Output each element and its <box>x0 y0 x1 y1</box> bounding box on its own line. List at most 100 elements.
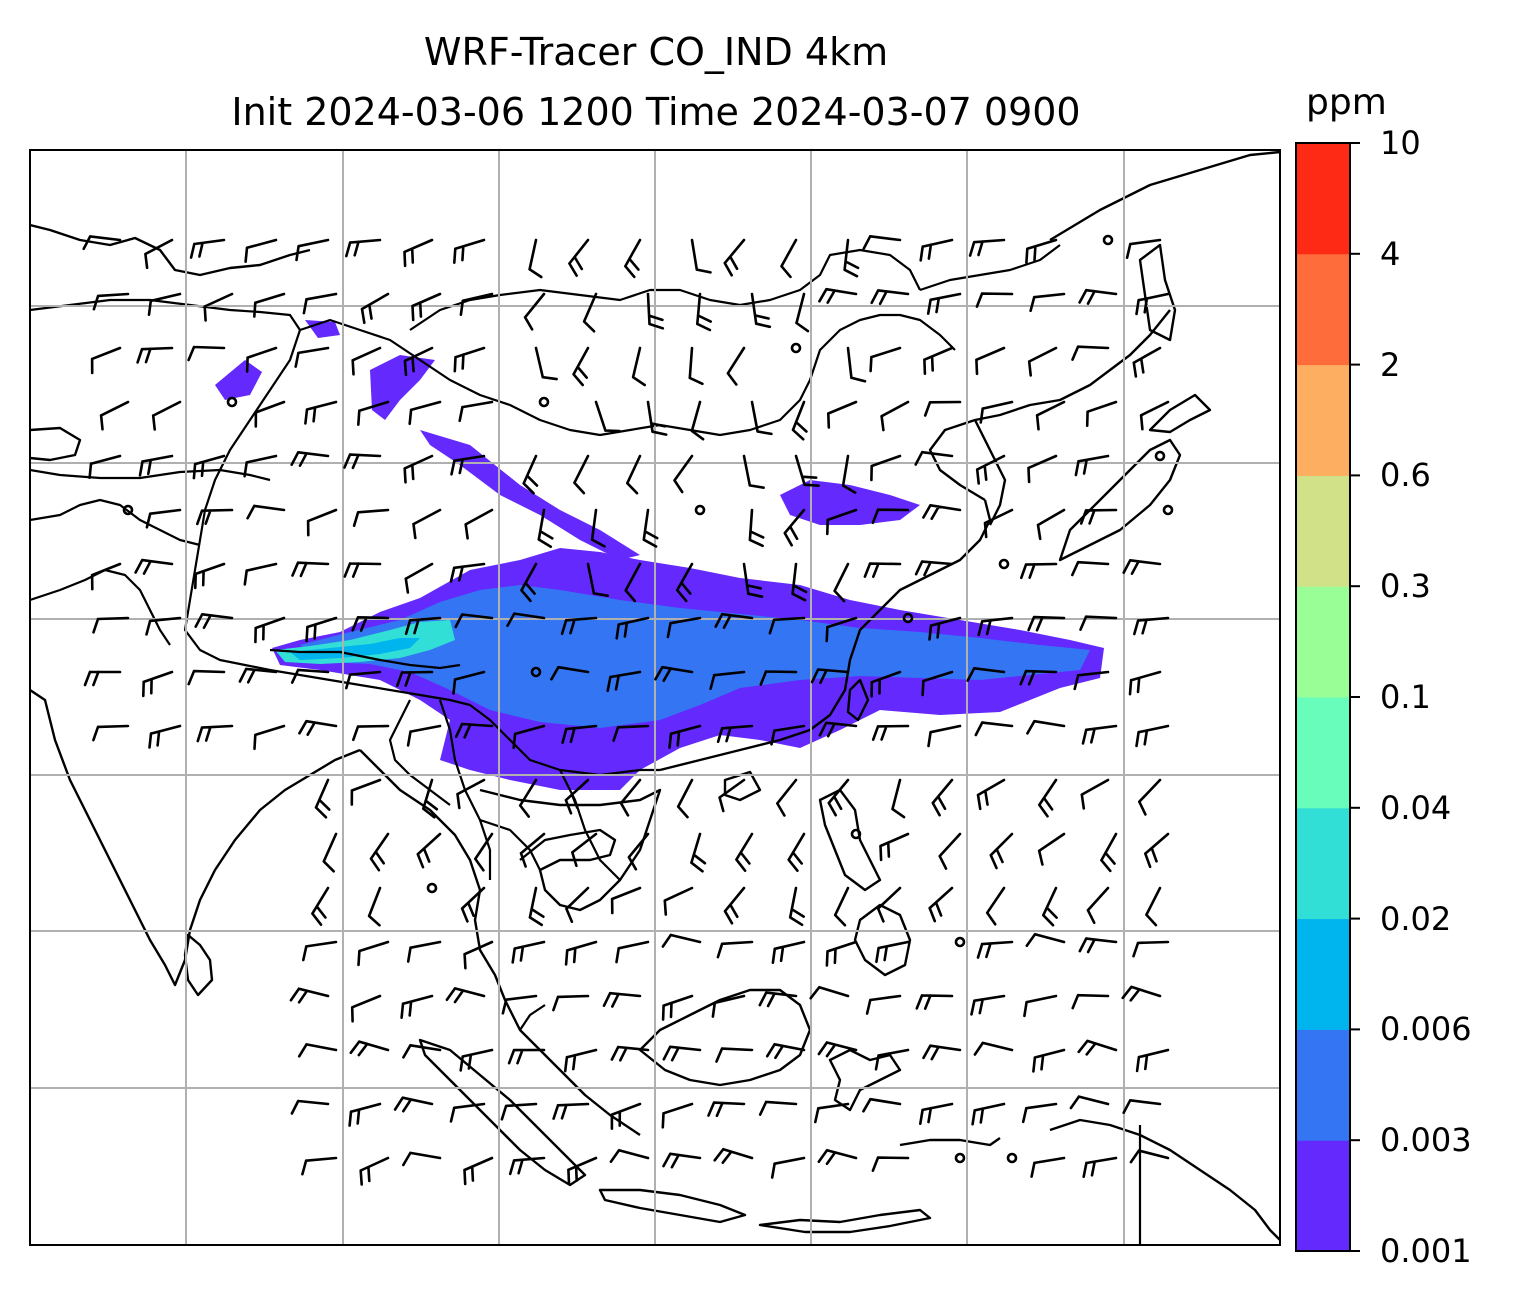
wind-barb <box>302 292 338 315</box>
wind-barb <box>511 940 546 964</box>
wind-barb <box>145 616 182 636</box>
wind-barb <box>914 450 954 466</box>
wind-barb <box>975 346 1006 376</box>
colorbar-segment <box>1296 918 1350 1030</box>
colorbar-tick-label: 0.003 <box>1380 1121 1472 1160</box>
wind-barb <box>571 832 598 868</box>
wind-barb <box>646 292 665 330</box>
wind-barb <box>1144 832 1170 869</box>
wind-barb <box>518 778 538 818</box>
wind-barb <box>360 292 390 325</box>
border-central-asia <box>30 498 201 547</box>
wind-barb <box>1079 508 1118 525</box>
wind-barb <box>1023 994 1058 1018</box>
wind-barb <box>765 1043 806 1060</box>
wind-barb <box>627 832 650 871</box>
wind-barb <box>976 778 1006 811</box>
wind-barb <box>298 719 338 736</box>
wind-barb <box>983 508 1014 539</box>
wind-barb <box>512 724 546 750</box>
wind-barb <box>862 235 902 250</box>
wind-barb <box>92 292 130 311</box>
wind-barb <box>304 400 338 425</box>
wind-barb <box>825 940 858 967</box>
wind-barb <box>343 453 382 470</box>
wind-barb <box>1037 832 1066 866</box>
wind-barb <box>244 238 278 263</box>
wind-barb <box>1020 562 1058 580</box>
wind-barb <box>148 724 182 749</box>
colorbar-segment <box>1296 253 1350 366</box>
wind-barb <box>666 616 702 639</box>
wind-barb <box>1025 933 1066 947</box>
wind-barb <box>563 1048 598 1073</box>
coast-kamchatka <box>1049 150 1280 242</box>
wind-barb <box>1029 292 1066 313</box>
wind-barb <box>612 724 650 742</box>
wind-barb <box>791 400 808 441</box>
wind-barb <box>690 238 712 274</box>
wind-barb <box>408 400 442 426</box>
calm-wind-circle <box>998 558 1010 570</box>
wind-barb <box>817 1041 858 1058</box>
coast-java <box>598 1188 747 1224</box>
wind-barb <box>931 778 954 817</box>
wind-barb <box>348 1102 382 1127</box>
calm-wind-circle <box>954 1152 966 1164</box>
wind-barb <box>1032 1048 1066 1073</box>
wind-barb <box>870 289 910 306</box>
wind-barb <box>305 616 338 643</box>
coast-caspian <box>30 426 82 462</box>
wind-barb <box>718 778 746 813</box>
wind-barb <box>590 508 606 548</box>
wind-barb <box>449 1102 486 1123</box>
wind-barb <box>833 562 850 603</box>
wind-barb <box>979 400 1014 424</box>
wind-barb <box>696 292 712 332</box>
colorbar <box>1295 142 1360 1252</box>
wind-barb <box>919 1102 954 1125</box>
wind-barb <box>147 292 182 316</box>
wind-barb <box>675 562 694 603</box>
wind-barb <box>862 1097 902 1113</box>
wind-barb <box>795 292 810 333</box>
wind-barb <box>564 778 590 815</box>
wind-barb <box>676 778 694 819</box>
wind-barb <box>770 1156 806 1179</box>
wind-barb <box>345 238 382 258</box>
wind-barb <box>453 346 486 373</box>
wind-barb <box>254 400 286 428</box>
colorbar-tick-label: 4 <box>1380 234 1401 273</box>
wind-barb <box>565 886 590 923</box>
wind-barb <box>463 940 494 970</box>
wind-barb <box>919 238 954 262</box>
wind-barb <box>631 346 646 387</box>
wind-barb <box>564 940 598 966</box>
wind-barb <box>1073 670 1110 691</box>
wind-barb <box>1027 454 1058 484</box>
calm-wind-circle <box>426 882 438 894</box>
colorbar-segment <box>1296 586 1350 698</box>
wind-barb <box>351 346 382 376</box>
wind-barb <box>1077 1039 1118 1056</box>
wind-barb <box>1026 719 1066 735</box>
wind-barb <box>1122 1099 1162 1114</box>
wind-barb <box>973 1041 1014 1056</box>
wind-barb <box>187 345 226 362</box>
plume-level-1-nw2 <box>215 360 262 400</box>
wind-barb <box>876 886 902 923</box>
wind-barb <box>626 454 642 495</box>
wind-barb <box>393 1096 434 1113</box>
wind-barb <box>550 665 590 681</box>
wind-barb <box>833 886 850 927</box>
wind-barb <box>715 1047 754 1063</box>
wind-barb <box>735 832 754 872</box>
map-title-line2: Init 2024-03-06 1200 Time 2024-03-07 090… <box>231 90 1081 134</box>
border-malay <box>519 1004 546 1031</box>
wind-barb <box>865 994 902 1015</box>
wind-barb <box>352 724 390 742</box>
colorbar-tick-label: 0.006 <box>1380 1010 1472 1049</box>
coast-china-east <box>928 309 1171 502</box>
wind-barb <box>662 1152 702 1169</box>
wind-barb <box>203 292 234 322</box>
